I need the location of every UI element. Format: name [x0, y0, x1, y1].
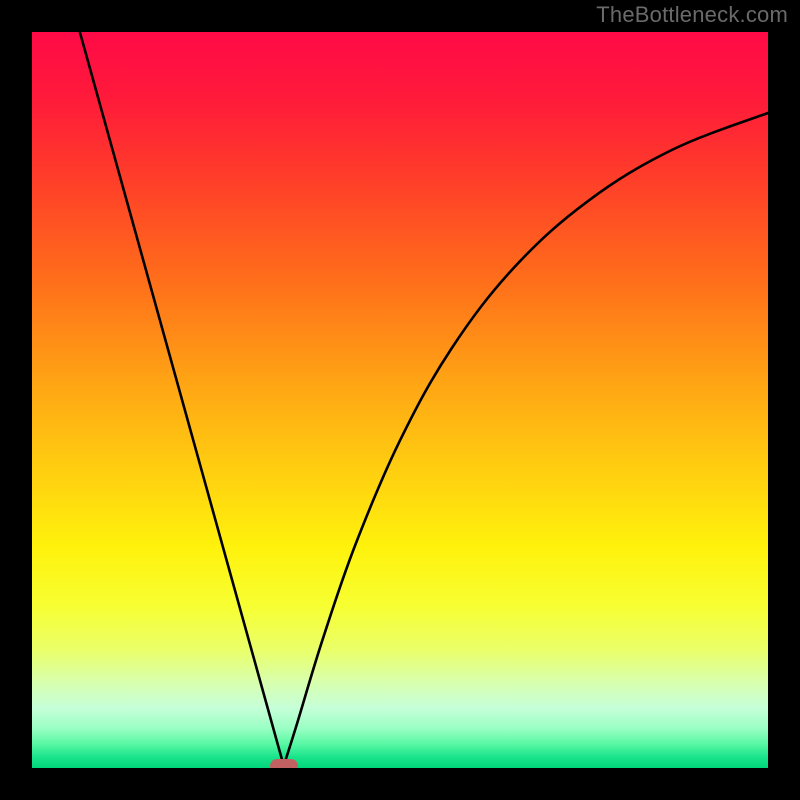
chart-minimum-marker: [270, 759, 298, 768]
watermark-text: TheBottleneck.com: [596, 2, 788, 28]
chart-plot-area: [32, 32, 768, 768]
chart-curve: [32, 32, 768, 768]
